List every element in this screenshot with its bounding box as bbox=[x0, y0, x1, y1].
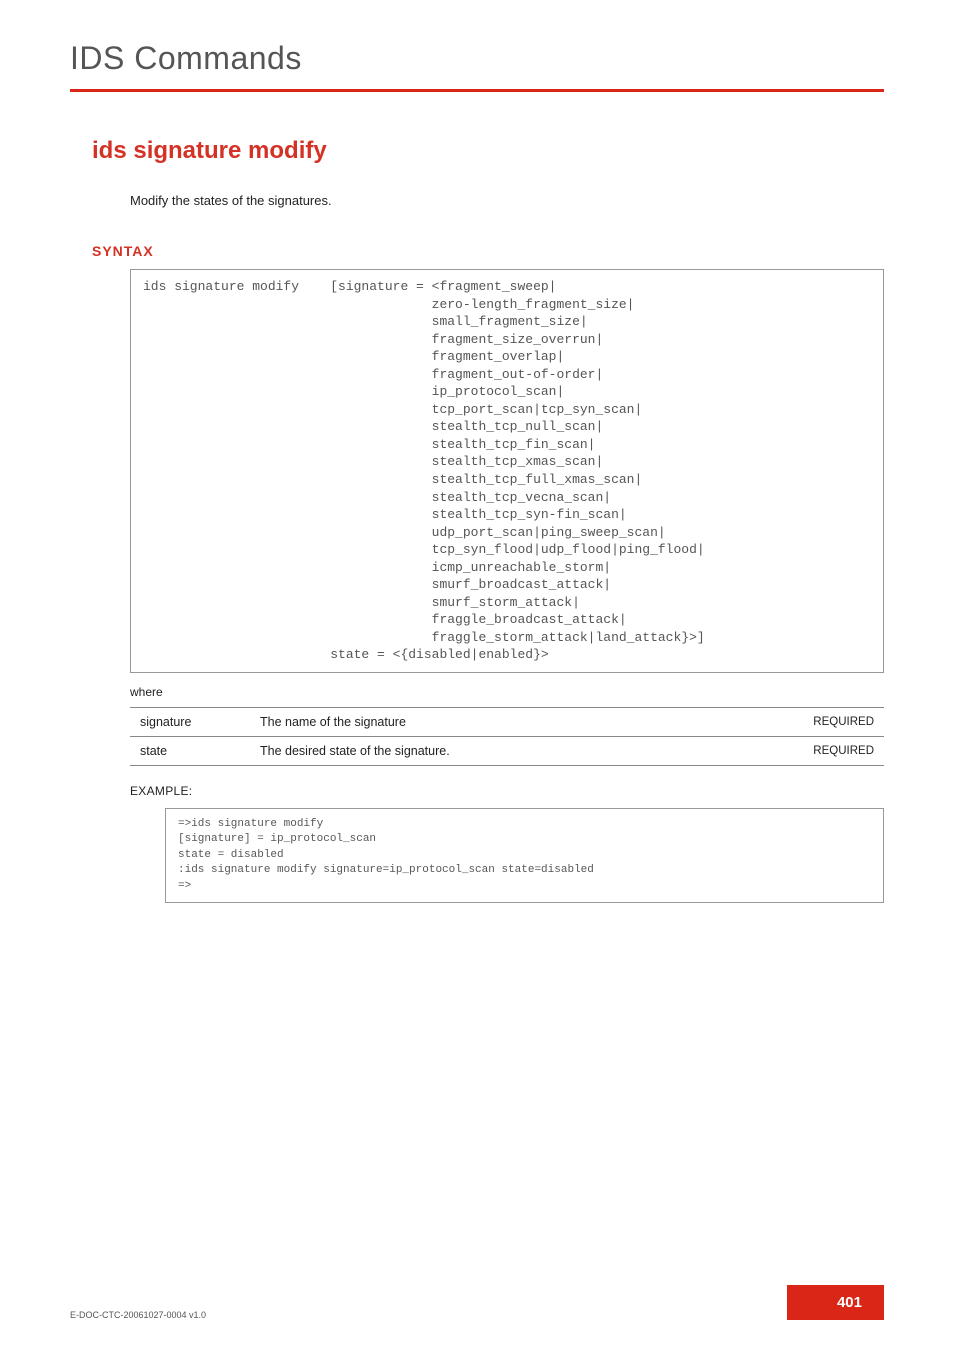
table-row: state The desired state of the signature… bbox=[130, 737, 884, 766]
syntax-heading: SYNTAX bbox=[92, 243, 884, 259]
example-label: EXAMPLE: bbox=[130, 784, 884, 798]
doc-id: E-DOC-CTC-20061027-0004 v1.0 bbox=[70, 1310, 206, 1320]
where-label: where bbox=[130, 685, 884, 699]
chapter-title: IDS Commands bbox=[70, 40, 884, 77]
param-desc: The name of the signature bbox=[250, 708, 774, 737]
param-name: state bbox=[130, 737, 250, 766]
param-name: signature bbox=[130, 708, 250, 737]
example-block: =>ids signature modify [signature] = ip_… bbox=[165, 808, 884, 903]
syntax-block: ids signature modify [signature = <fragm… bbox=[130, 269, 884, 673]
page-number-badge: 401 bbox=[787, 1285, 884, 1320]
table-row: signature The name of the signature REQU… bbox=[130, 708, 884, 737]
param-desc: The desired state of the signature. bbox=[250, 737, 774, 766]
param-table: signature The name of the signature REQU… bbox=[130, 707, 884, 766]
command-title: ids signature modify bbox=[92, 137, 884, 165]
command-intro: Modify the states of the signatures. bbox=[130, 193, 884, 208]
param-required: REQUIRED bbox=[774, 708, 884, 737]
page-footer: E-DOC-CTC-20061027-0004 v1.0 401 bbox=[70, 1285, 884, 1320]
param-required: REQUIRED bbox=[774, 737, 884, 766]
header-divider bbox=[70, 89, 884, 92]
